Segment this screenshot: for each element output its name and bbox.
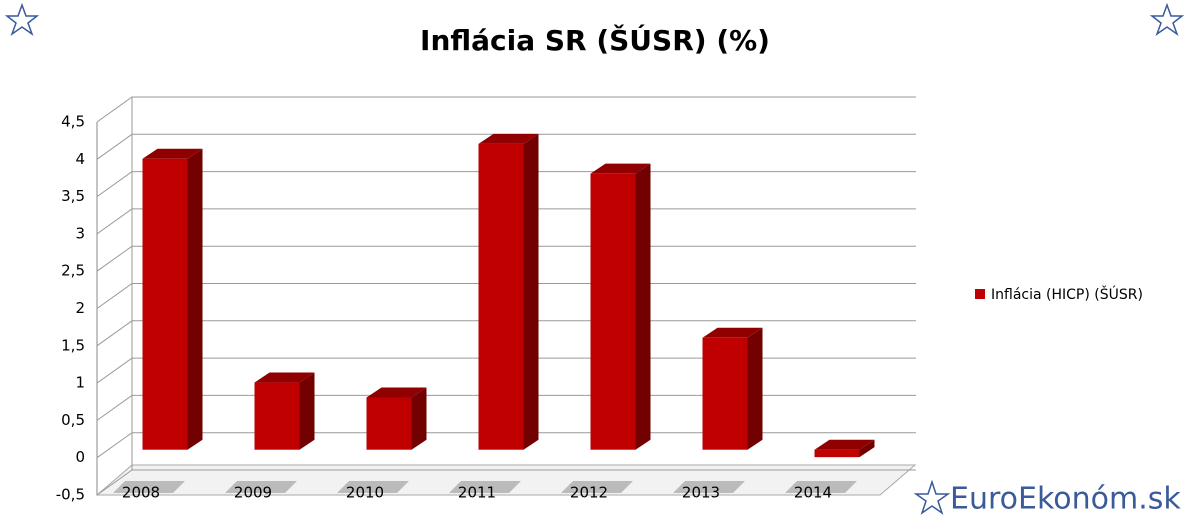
- bar: [590, 173, 636, 450]
- y-tick-label: 3: [75, 224, 85, 242]
- x-tick-label: 2010: [346, 484, 384, 502]
- chart-title: Inflácia SR (ŠÚSR) (%): [420, 23, 770, 57]
- grid-line: [96, 96, 916, 123]
- x-tick-label: 2011: [458, 484, 496, 502]
- label-shadow: [225, 481, 297, 493]
- bar-side: [635, 163, 651, 450]
- y-tick-label: 1,5: [61, 336, 85, 354]
- bar-top: [142, 148, 203, 159]
- bar: [254, 382, 300, 450]
- bar-top: [254, 372, 315, 383]
- bar-side: [299, 372, 315, 450]
- y-tick-label: 3,5: [61, 187, 85, 205]
- label-shadow: [561, 481, 633, 493]
- bar-top: [478, 133, 539, 144]
- label-shadow: [785, 481, 857, 493]
- label-shadow: [673, 481, 745, 493]
- bar: [814, 449, 860, 458]
- bar-side: [187, 148, 203, 450]
- bar: [702, 337, 748, 450]
- y-tick-label: 2: [75, 299, 85, 317]
- bar-top: [366, 387, 427, 398]
- bar-side: [523, 133, 539, 450]
- x-tick-label: 2009: [234, 484, 272, 502]
- label-shadow: [449, 481, 521, 493]
- x-tick-label: 2008: [122, 484, 160, 502]
- y-tick-label: 4,5: [61, 113, 85, 131]
- star-decoration: [4, 2, 1185, 515]
- bar: [478, 143, 524, 450]
- bar: [366, 397, 412, 450]
- bar-side: [411, 387, 427, 450]
- bar: [142, 158, 188, 450]
- bar-side: [747, 327, 763, 450]
- y-tick-label: 1: [75, 374, 85, 392]
- x-tick-label: 2012: [570, 484, 608, 502]
- watermark: EuroEkonóm.sk: [950, 482, 1181, 517]
- legend-swatch: [975, 289, 985, 299]
- bar-side: [859, 439, 875, 458]
- y-tick-label: 2,5: [61, 262, 85, 280]
- legend-label: Inflácia (HICP) (ŠÚSR): [991, 285, 1143, 303]
- label-shadow: [337, 481, 409, 493]
- bar-top: [590, 163, 651, 174]
- label-shadow: [113, 481, 185, 493]
- y-tick-label: 0: [75, 448, 85, 466]
- y-tick-label: -0,5: [56, 486, 85, 504]
- bar-top: [702, 327, 763, 338]
- x-tick-label: 2013: [682, 484, 720, 502]
- y-tick-label: 0,5: [61, 411, 85, 429]
- y-tick-label: 4: [75, 150, 85, 168]
- x-tick-label: 2014: [794, 484, 832, 502]
- bar-top: [814, 439, 875, 450]
